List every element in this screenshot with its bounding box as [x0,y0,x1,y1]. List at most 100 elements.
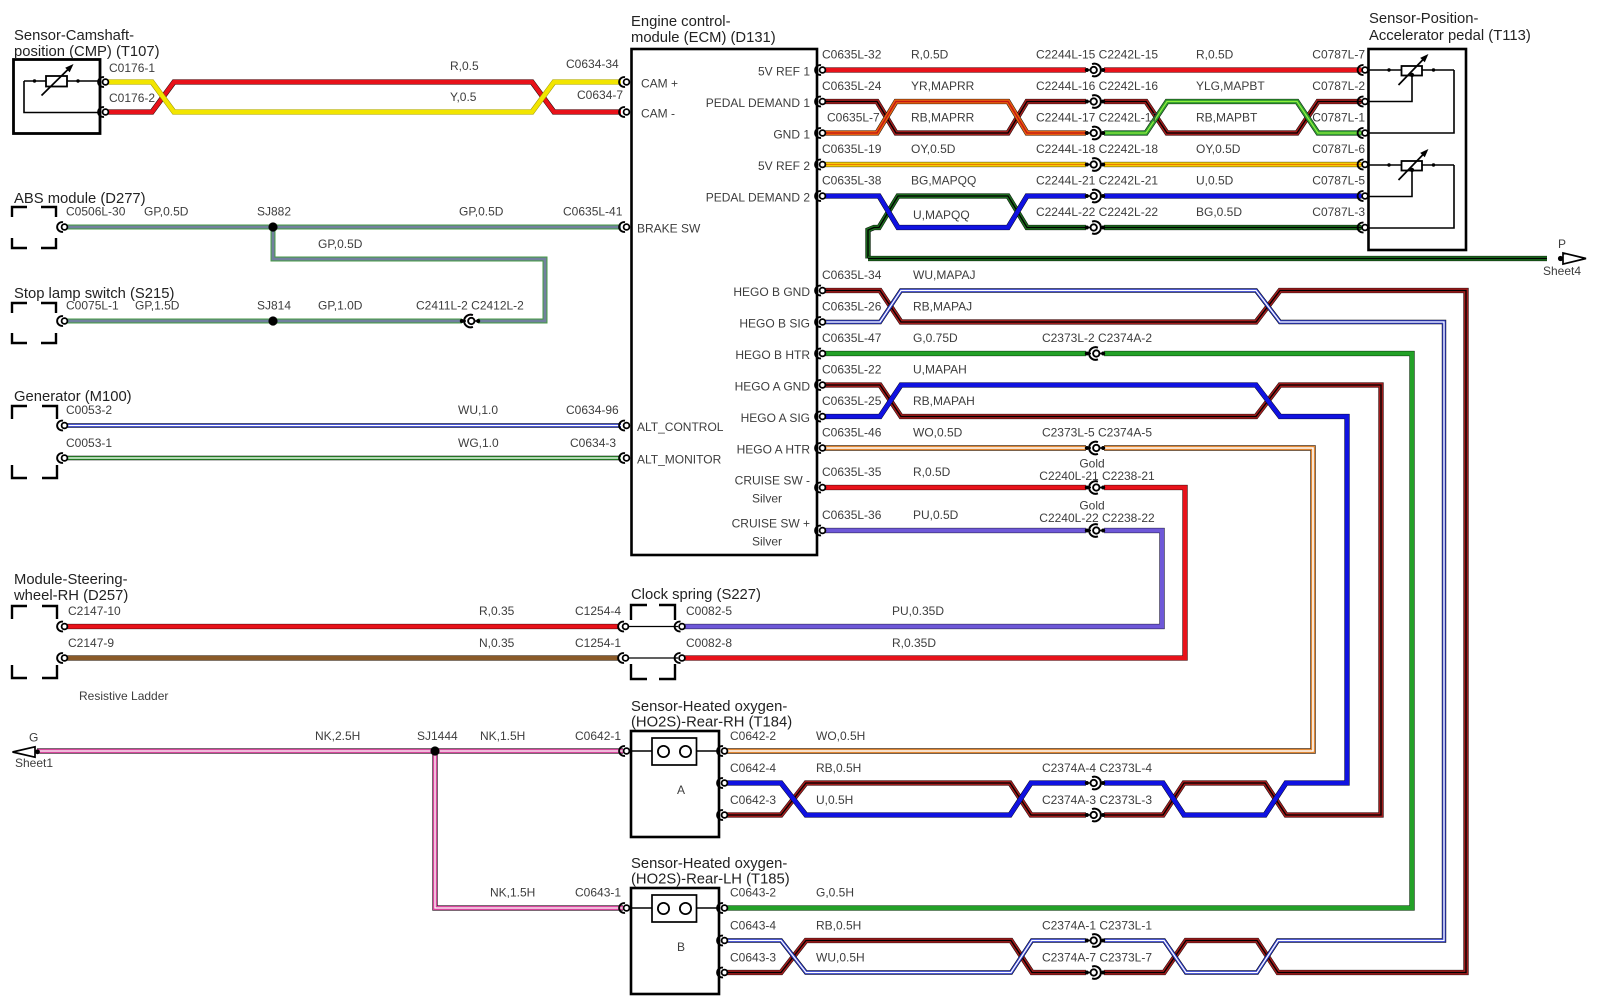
svg-text:HEGO B HTR: HEGO B HTR [735,348,810,362]
svg-text:C0643-2: C0643-2 [730,886,776,900]
svg-text:SJ814: SJ814 [257,299,291,313]
svg-text:C0635L-32: C0635L-32 [822,48,882,62]
svg-text:YR,MAPRR: YR,MAPRR [911,79,975,93]
svg-text:G,0.5H: G,0.5H [816,886,854,900]
svg-text:GP,1.0D: GP,1.0D [318,299,363,313]
svg-text:U,0.5D: U,0.5D [1196,174,1234,188]
svg-text:WU,MAPAJ: WU,MAPAJ [913,268,975,282]
svg-text:C0635L-36: C0635L-36 [822,508,882,522]
svg-text:C0635L-46: C0635L-46 [822,426,882,440]
svg-text:C0787L-6: C0787L-6 [1312,142,1365,156]
svg-text:HEGO B GND: HEGO B GND [733,285,810,299]
svg-text:C0635L-7: C0635L-7 [827,111,880,125]
svg-text:PU,0.5D: PU,0.5D [913,508,959,522]
svg-text:C0635L-47: C0635L-47 [822,331,882,345]
svg-text:HEGO A HTR: HEGO A HTR [737,443,811,457]
svg-text:R,0.5D: R,0.5D [911,48,949,62]
svg-text:OY,0.5D: OY,0.5D [1196,142,1241,156]
svg-text:C2244L-17 C2242L-17: C2244L-17 C2242L-17 [1036,111,1158,125]
svg-text:RB,MAPRR: RB,MAPRR [911,111,975,125]
svg-text:RB,MAPAJ: RB,MAPAJ [913,300,972,314]
svg-text:U,0.5H: U,0.5H [816,793,853,807]
svg-text:Engine control-: Engine control- [631,14,731,30]
svg-text:C2374A-3 C2373L-3: C2374A-3 C2373L-3 [1042,793,1152,807]
svg-text:C0082-8: C0082-8 [686,636,732,650]
svg-text:Resistive Ladder: Resistive Ladder [79,689,168,703]
svg-text:RB,MAPBT: RB,MAPBT [1196,111,1258,125]
svg-text:C0635L-41: C0635L-41 [563,205,623,219]
svg-text:CAM +: CAM + [641,77,678,91]
svg-text:WO,0.5D: WO,0.5D [913,426,963,440]
svg-text:C2374A-7 C2373L-7: C2374A-7 C2373L-7 [1042,951,1152,965]
svg-text:N,0.35: N,0.35 [479,636,515,650]
svg-text:Generator (M100): Generator (M100) [14,389,132,405]
svg-text:C0787L-5: C0787L-5 [1312,174,1365,188]
svg-text:C0635L-19: C0635L-19 [822,142,882,156]
svg-text:A: A [677,783,685,797]
svg-text:C0635L-35: C0635L-35 [822,465,882,479]
svg-text:C0634-34: C0634-34 [566,57,619,71]
svg-text:(HO2S)-Rear-RH (T184): (HO2S)-Rear-RH (T184) [631,715,792,731]
svg-text:G,0.75D: G,0.75D [913,331,958,345]
svg-text:C0642-2: C0642-2 [730,729,776,743]
svg-text:Sheet4: Sheet4 [1543,264,1581,278]
svg-text:module (ECM) (D131): module (ECM) (D131) [631,30,776,46]
svg-text:C0642-4: C0642-4 [730,761,776,775]
svg-text:G: G [29,731,38,745]
svg-text:GP,0.5D: GP,0.5D [318,237,363,251]
svg-text:NK,2.5H: NK,2.5H [315,729,360,743]
svg-text:C2374A-1 C2373L-1: C2374A-1 C2373L-1 [1042,919,1152,933]
svg-text:CRUISE SW +: CRUISE SW + [732,517,810,531]
svg-text:C0635L-34: C0635L-34 [822,268,882,282]
svg-text:R,0.5D: R,0.5D [913,465,951,479]
svg-text:PU,0.35D: PU,0.35D [892,604,944,618]
svg-text:Sensor-Heated oxygen-: Sensor-Heated oxygen- [631,856,787,872]
svg-text:C2240L-22 C2238-22: C2240L-22 C2238-22 [1039,511,1155,525]
svg-text:C2244L-21 C2242L-21: C2244L-21 C2242L-21 [1036,174,1158,188]
svg-text:CRUISE SW -: CRUISE SW - [735,474,810,488]
svg-text:SJ882: SJ882 [257,205,291,219]
svg-text:C0635L-22: C0635L-22 [822,363,882,377]
svg-text:Gold: Gold [1079,499,1104,513]
svg-text:Sensor-Camshaft-: Sensor-Camshaft- [14,28,134,44]
svg-text:Clock spring (S227): Clock spring (S227) [631,587,761,603]
svg-text:NK,1.5H: NK,1.5H [480,729,525,743]
svg-text:Silver: Silver [752,535,782,549]
svg-text:C0642-1: C0642-1 [575,729,621,743]
svg-text:C0634-3: C0634-3 [570,436,616,450]
svg-text:C0635L-38: C0635L-38 [822,174,882,188]
svg-text:position (CMP) (T107): position (CMP) (T107) [14,44,160,60]
svg-text:C2373L-2 C2374A-2: C2373L-2 C2374A-2 [1042,331,1152,345]
svg-text:C0082-5: C0082-5 [686,604,732,618]
svg-text:C2244L-18 C2242L-18: C2244L-18 C2242L-18 [1036,142,1158,156]
svg-text:R,0.5: R,0.5 [450,59,479,73]
svg-text:5V REF 1: 5V REF 1 [758,65,810,79]
svg-text:HEGO B SIG: HEGO B SIG [739,317,810,331]
svg-text:GP,1.5D: GP,1.5D [135,299,180,313]
svg-text:GP,0.5D: GP,0.5D [144,205,189,219]
svg-text:C0635L-26: C0635L-26 [822,300,882,314]
svg-text:C0643-3: C0643-3 [730,951,776,965]
svg-text:R,0.35D: R,0.35D [892,636,936,650]
svg-text:YLG,MAPBT: YLG,MAPBT [1196,79,1265,93]
svg-text:NK,1.5H: NK,1.5H [490,886,535,900]
svg-text:Sheet1: Sheet1 [15,756,53,770]
svg-text:B: B [677,940,685,954]
svg-text:RB,0.5H: RB,0.5H [816,761,861,775]
svg-text:C2373L-5 C2374A-5: C2373L-5 C2374A-5 [1042,426,1152,440]
svg-text:C0634-96: C0634-96 [566,403,619,417]
svg-text:wheel-RH (D257): wheel-RH (D257) [13,588,128,604]
svg-text:Silver: Silver [752,492,782,506]
svg-text:5V REF 2: 5V REF 2 [758,159,810,173]
svg-text:Sensor-Heated oxygen-: Sensor-Heated oxygen- [631,699,787,715]
svg-text:PEDAL DEMAND 1: PEDAL DEMAND 1 [706,96,811,110]
svg-text:Y,0.5: Y,0.5 [450,90,477,104]
svg-text:Gold: Gold [1079,457,1104,471]
svg-text:Module-Steering-: Module-Steering- [14,572,128,588]
svg-text:C0635L-25: C0635L-25 [822,394,882,408]
svg-text:SJ1444: SJ1444 [417,729,458,743]
svg-text:R,0.35: R,0.35 [479,604,515,618]
svg-text:HEGO A GND: HEGO A GND [735,380,811,394]
svg-text:HEGO A SIG: HEGO A SIG [741,411,810,425]
svg-text:C0787L-1: C0787L-1 [1312,111,1365,125]
